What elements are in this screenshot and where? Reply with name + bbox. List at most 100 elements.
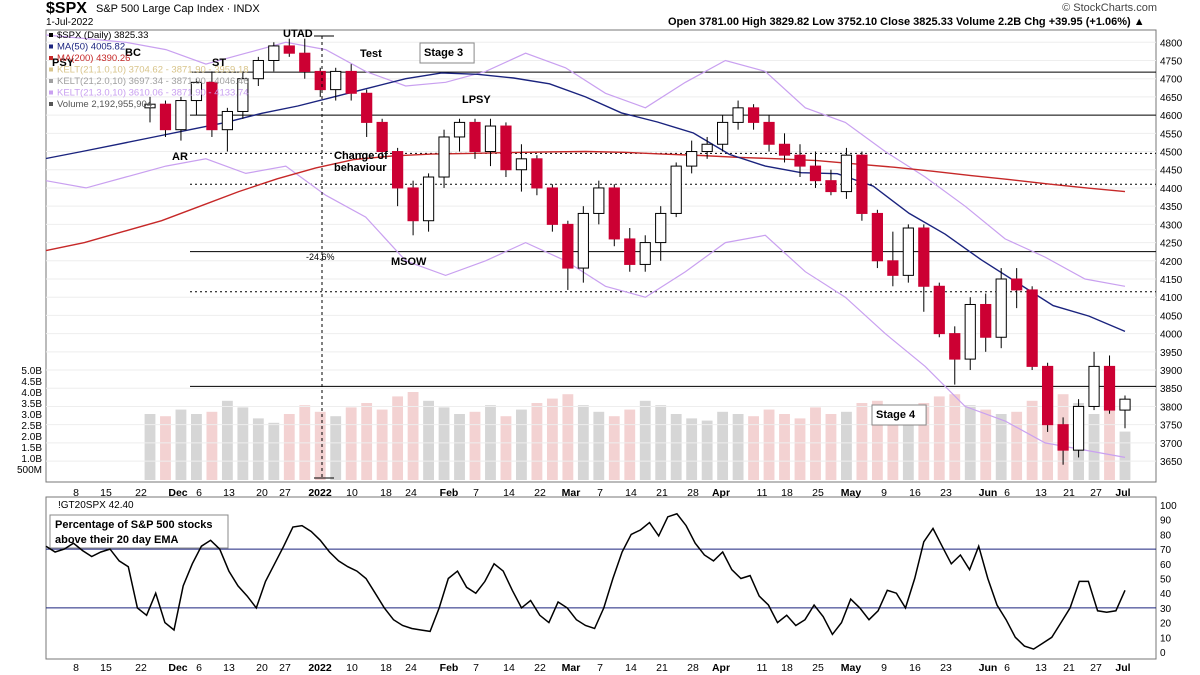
volume-bar: [283, 414, 295, 480]
oscillator-line: [45, 512, 1126, 650]
x-tick-label: 27: [279, 487, 291, 499]
volume-bar: [252, 418, 264, 480]
osc-x-tick-label: 25: [812, 662, 824, 674]
candle-body: [995, 278, 1007, 338]
x-tick-label: 10: [346, 487, 358, 499]
oscillator-tick-label: 70: [1160, 545, 1172, 556]
candle-body: [918, 227, 930, 287]
volume-bar: [639, 400, 651, 480]
osc-x-tick-label: 21: [656, 662, 668, 674]
x-tick-label: 7: [473, 487, 479, 499]
volume-tick-label: 4.0B: [21, 388, 42, 399]
volume-tick-label: 5.0B: [21, 366, 42, 377]
candle-body: [980, 303, 992, 338]
x-tick-label: 21: [656, 487, 668, 499]
osc-x-tick-label: 22: [135, 662, 147, 674]
price-tick-label: 4000: [1160, 330, 1183, 341]
price-tick-label: 4650: [1160, 93, 1183, 104]
volume-bar: [686, 418, 698, 480]
ma200-line: [45, 150, 1126, 252]
legend-entry: MA(200) 4390.26: [57, 53, 130, 64]
volume-bar: [469, 411, 481, 480]
candle-body: [964, 303, 976, 360]
price-tick-label: 4300: [1160, 220, 1183, 231]
volume-bar: [345, 407, 357, 480]
stage-label-box: [419, 42, 475, 64]
volume-bar: [175, 409, 187, 480]
candle-body: [608, 187, 620, 240]
volume-bar: [608, 416, 620, 480]
volume-bar: [871, 400, 883, 480]
volume-bar: [995, 414, 1007, 480]
price-tick-label: 4350: [1160, 202, 1183, 213]
candle-body: [175, 100, 187, 131]
candle-body: [670, 165, 682, 214]
oscillator-panel: [45, 496, 1157, 660]
candle-body: [639, 242, 651, 265]
stockcharts-watermark: © StockCharts.com: [1062, 2, 1157, 14]
legend-entry: KELT(21,1.0,10) 3704.62 - 3871.90 - 3959…: [57, 65, 249, 76]
ohlc-readout: Open 3781.00 High 3829.82 Low 3752.10 Cl…: [668, 16, 1145, 28]
annotation-label: PSY: [52, 57, 75, 69]
oscillator-tick-label: 20: [1160, 619, 1172, 630]
symbol-name: S&P 500 Large Cap Index: [96, 3, 224, 15]
x-tick-label: May: [841, 487, 862, 499]
volume-tick-label: 500M: [17, 465, 42, 476]
x-tick-label: 22: [534, 487, 546, 499]
price-tick-label: 3900: [1160, 366, 1183, 377]
osc-x-tick-label: 18: [380, 662, 392, 674]
osc-x-tick-label: 20: [256, 662, 268, 674]
x-tick-label: 16: [909, 487, 921, 499]
legend-entry: Volume 2,192,955,904: [57, 99, 152, 110]
price-tick-label: 4050: [1160, 311, 1183, 322]
keltner-outer-lower-line: [45, 158, 1126, 458]
candle-body: [732, 107, 744, 123]
candle-body: [856, 154, 868, 214]
stage-label-box: [871, 404, 927, 426]
price-tick-label: 4200: [1160, 257, 1183, 268]
volume-tick-label: 2.5B: [21, 421, 42, 432]
volume-tick-label: 3.5B: [21, 399, 42, 410]
volume-bar: [237, 407, 249, 480]
osc-x-tick-label: 13: [223, 662, 235, 674]
volume-bar: [732, 414, 744, 480]
osc-x-tick-label: 27: [279, 662, 291, 674]
candle-body: [825, 180, 837, 193]
candle-body: [593, 187, 605, 214]
osc-x-tick-label: 16: [909, 662, 921, 674]
x-tick-label: 8: [73, 487, 79, 499]
candle-body: [1072, 405, 1085, 451]
candle-body: [438, 136, 450, 178]
candle-body: [484, 125, 497, 153]
osc-x-tick-label: 6: [1004, 662, 1010, 674]
osc-x-tick-label: 14: [503, 662, 515, 674]
volume-bar: [221, 400, 233, 480]
candle-body: [1042, 365, 1054, 426]
osc-x-tick-label: 11: [757, 662, 768, 674]
price-tick-label: 4250: [1160, 239, 1183, 250]
oscillator-tick-label: 50: [1160, 575, 1172, 586]
volume-bar: [717, 411, 729, 480]
volume-bar: [825, 414, 837, 480]
volume-bar: [624, 409, 636, 480]
price-tick-label: 3750: [1160, 421, 1183, 432]
oscillator-tick-label: 30: [1160, 604, 1172, 615]
candle-body: [1057, 424, 1069, 451]
candle-body: [933, 285, 945, 335]
candle-body: [515, 158, 528, 171]
price-tick-label: 4750: [1160, 56, 1183, 67]
price-tick-label: 4800: [1160, 38, 1183, 49]
volume-tick-label: 2.0B: [21, 432, 42, 443]
annotation-label: LPSY: [462, 94, 491, 106]
osc-x-tick-label: 7: [597, 662, 603, 674]
volume-bar: [949, 394, 961, 480]
candle-body: [655, 212, 667, 244]
candle-body: [500, 125, 512, 171]
osc-x-tick-label: Mar: [562, 662, 581, 674]
volume-bar: [562, 394, 574, 480]
x-tick-label: 14: [625, 487, 637, 499]
osc-x-tick-label: 13: [1035, 662, 1047, 674]
osc-x-tick-label: 28: [687, 662, 699, 674]
candle-body: [221, 110, 233, 131]
candle-body: [1103, 365, 1116, 411]
